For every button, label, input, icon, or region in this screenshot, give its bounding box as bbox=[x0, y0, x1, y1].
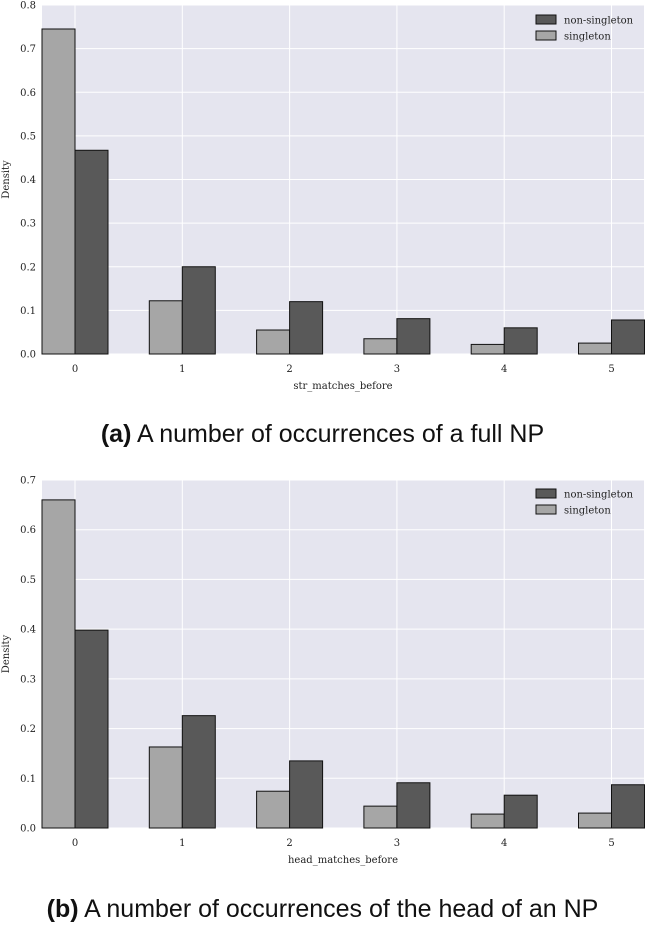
bar-non-singleton-0 bbox=[74, 629, 109, 829]
bar-singleton-0 bbox=[41, 28, 76, 355]
y-tick-label: 0.7 bbox=[20, 44, 36, 55]
x-tick-label: 3 bbox=[394, 838, 400, 849]
bar-non-singleton-2 bbox=[289, 301, 324, 355]
y-tick-label: 0.8 bbox=[20, 1, 36, 12]
x-axis-label: head_matches_before bbox=[288, 855, 398, 866]
legend-swatch-singleton bbox=[535, 30, 557, 41]
legend-swatch-non-singleton bbox=[535, 488, 557, 499]
bar-non-singleton-5 bbox=[611, 319, 645, 355]
y-tick-label: 0.5 bbox=[20, 131, 36, 142]
y-tick-label: 0.0 bbox=[20, 824, 36, 835]
legend-swatch-singleton bbox=[535, 504, 557, 515]
bar-singleton-5 bbox=[578, 812, 612, 829]
bar-singleton-1 bbox=[148, 300, 183, 355]
bar-non-singleton-1 bbox=[181, 266, 216, 355]
bar-singleton-3 bbox=[363, 338, 398, 355]
y-tick-label: 0.1 bbox=[20, 306, 36, 317]
bar-singleton-2 bbox=[256, 329, 291, 355]
bar-non-singleton-3 bbox=[396, 318, 431, 355]
y-tick-label: 0.7 bbox=[20, 476, 36, 487]
figure-a: 0.0 0.1 0.2 0.3 0.4 0.5 0.6 0.7 0.8 0 1 2 3 4 5 str_mat… bbox=[0, 0, 645, 400]
plot-background bbox=[42, 480, 644, 828]
caption-a-label: (a) bbox=[100, 420, 132, 448]
y-tick-label: 0.4 bbox=[20, 175, 36, 186]
legend-swatch-non-singleton bbox=[535, 14, 557, 25]
chart-b: 0.0 0.1 0.2 0.3 0.4 0.5 0.6 0.7 0 1 2 3 4 5 head_match… bbox=[1, 476, 645, 866]
chart-a: 0.0 0.1 0.2 0.3 0.4 0.5 0.6 0.7 0.8 0 1 2 3 4 5 str_mat… bbox=[1, 1, 645, 392]
bar-singleton-0 bbox=[41, 499, 76, 829]
bar-non-singleton-3 bbox=[396, 782, 431, 829]
x-tick-label: 1 bbox=[179, 364, 185, 375]
y-tick-label: 0.4 bbox=[20, 625, 36, 636]
x-tick-label: 5 bbox=[608, 838, 614, 849]
y-tick-label: 0.6 bbox=[20, 525, 36, 536]
bar-non-singleton-4 bbox=[503, 794, 538, 829]
y-tick-label: 0.2 bbox=[20, 262, 36, 273]
x-axis-label: str_matches_before bbox=[293, 381, 392, 392]
caption-b-label: (b) bbox=[46, 895, 79, 923]
y-tick-label: 0.1 bbox=[20, 774, 36, 785]
legend-label-singleton: singleton bbox=[564, 506, 611, 517]
x-tick-label: 4 bbox=[501, 838, 507, 849]
y-tick-label: 0.3 bbox=[20, 219, 36, 230]
bar-singleton-4 bbox=[470, 813, 505, 829]
x-tick-label: 5 bbox=[608, 364, 614, 375]
legend-label-non-singleton: non-singleton bbox=[564, 16, 634, 27]
x-tick-label: 0 bbox=[72, 364, 78, 375]
bar-singleton-5 bbox=[578, 342, 612, 355]
x-tick-label: 2 bbox=[286, 838, 292, 849]
x-tick-label: 0 bbox=[72, 838, 78, 849]
y-axis-label: Density bbox=[1, 160, 12, 199]
bar-non-singleton-1 bbox=[181, 715, 216, 829]
bar-singleton-4 bbox=[470, 343, 505, 355]
x-tick-label: 3 bbox=[394, 364, 400, 375]
x-tick-label: 2 bbox=[286, 364, 292, 375]
legend-label-singleton: singleton bbox=[564, 32, 611, 43]
y-tick-label: 0.6 bbox=[20, 88, 36, 99]
y-tick-label: 0.0 bbox=[20, 350, 36, 361]
caption-a: (a) A number of occurrences of a full NP bbox=[0, 420, 645, 449]
bar-non-singleton-5 bbox=[611, 784, 645, 829]
caption-a-text: A number of occurrences of a full NP bbox=[131, 420, 545, 448]
bar-singleton-1 bbox=[148, 746, 183, 829]
y-tick-label: 0.2 bbox=[20, 724, 36, 735]
y-tick-label: 0.5 bbox=[20, 575, 36, 586]
caption-b-text: A number of occurrences of the head of a… bbox=[78, 895, 599, 923]
caption-b: (b) A number of occurrences of the head … bbox=[0, 895, 645, 924]
bar-non-singleton-0 bbox=[74, 149, 109, 355]
figure-b: 0.0 0.1 0.2 0.3 0.4 0.5 0.6 0.7 0 1 2 3 4 5 head_match… bbox=[0, 470, 645, 870]
x-tick-label: 4 bbox=[501, 364, 507, 375]
y-tick-label: 0.3 bbox=[20, 674, 36, 685]
bar-non-singleton-4 bbox=[503, 327, 538, 355]
bar-non-singleton-2 bbox=[289, 760, 324, 829]
y-axis-label: Density bbox=[1, 634, 12, 673]
bar-singleton-2 bbox=[256, 790, 291, 829]
legend-label-non-singleton: non-singleton bbox=[564, 490, 634, 501]
x-tick-label: 1 bbox=[179, 838, 185, 849]
bar-singleton-3 bbox=[363, 805, 398, 829]
